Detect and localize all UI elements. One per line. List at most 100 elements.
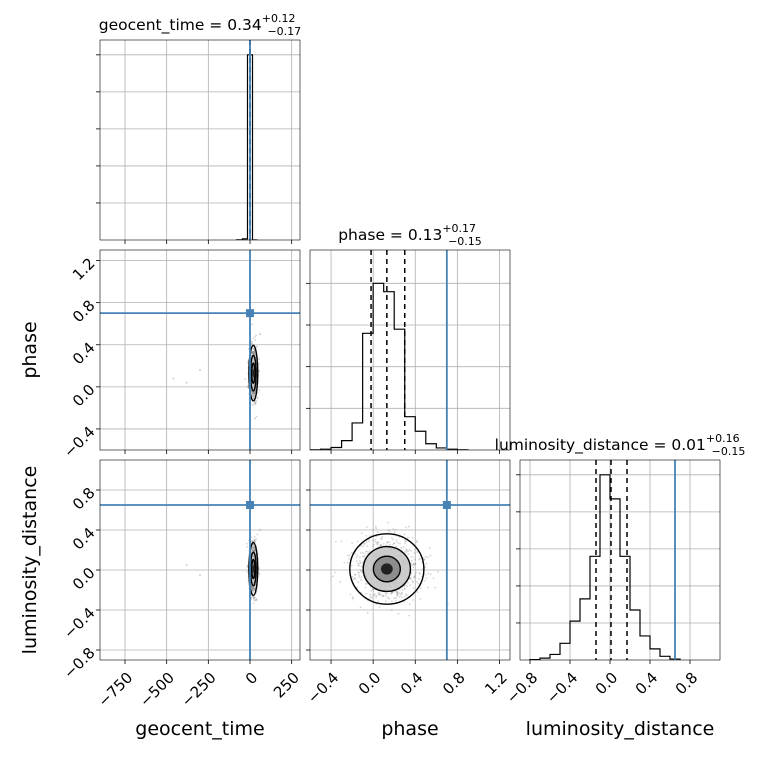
sample-point [251,351,253,354]
sample-point [414,563,417,565]
sample-point [253,348,256,351]
x-tick-label: 0.4 [632,669,662,699]
sample-point [426,586,429,589]
sample-point [252,602,255,605]
sample-point [252,337,255,340]
sample-point [385,595,388,597]
sample-point [419,573,422,575]
sample-point [381,535,384,538]
scatter-geocent_time-phase [100,250,300,450]
sample-point [393,542,395,545]
sample-point [379,545,381,547]
sample-point [407,536,409,539]
title-prefix: luminosity_distance = [495,436,672,455]
sample-point [255,334,257,337]
sample-point [250,390,253,393]
sample-point [384,600,387,603]
title-median: 0.34 [227,16,262,34]
sample-point [252,595,255,598]
sample-point [246,542,248,545]
sample-point [258,369,261,372]
sample-point [391,600,393,603]
sample-point [252,397,255,400]
y-tick-label: 0.0 [69,564,99,594]
sample-point [390,609,393,611]
sample-point [376,541,379,544]
sample-point [251,546,254,549]
sample-point [331,575,334,578]
sample-point [407,581,409,584]
panel-background [100,40,300,240]
sample-point [409,577,412,580]
sample-point [368,540,370,542]
sample-point [252,395,255,398]
sample-point [381,595,384,598]
sample-point [416,551,419,554]
x-tick-label: 0.0 [592,669,622,699]
sample-point [358,564,361,567]
sample-point [421,568,424,571]
sample-point [417,582,420,585]
sample-point [251,589,254,591]
sample-point [369,594,372,597]
sample-point [252,352,255,355]
sample-point [411,555,413,558]
sample-point [346,554,349,557]
sample-point [253,549,256,552]
sample-point [405,593,407,596]
sample-point [253,546,255,548]
sample-point [254,540,257,543]
sample-point [251,341,253,343]
sample-point [411,536,414,539]
sample-point [392,543,395,546]
sample-point [252,543,255,546]
density-level [380,563,393,575]
sample-point [396,590,398,593]
sample-point [389,543,391,546]
sample-point [343,561,346,564]
sample-point [365,550,368,553]
sample-point [357,571,360,574]
sample-point [351,596,354,599]
sample-point [252,598,255,601]
sample-point [253,596,256,599]
sample-point [359,561,362,564]
sample-point [428,546,431,549]
sample-point [379,543,382,546]
sample-point [404,584,407,587]
sample-point [408,548,411,551]
sample-point [427,572,430,575]
sample-point [250,342,253,345]
sample-point [359,606,362,609]
x-tick-label: 0.8 [672,669,702,699]
contour-line [349,533,425,605]
title-upper-error: +0.16 [706,432,740,445]
sample-point [370,596,373,599]
sample-point [365,582,368,585]
contour-line [248,541,259,597]
sample-point [412,581,414,583]
sample-point [377,592,380,595]
sample-point [253,390,256,393]
sample-point [250,596,253,599]
panel-background [100,460,300,660]
sample-point [408,614,411,617]
sample-point [253,351,255,354]
sample-point [379,593,381,596]
sample-point [252,586,255,589]
sample-point [405,551,408,553]
sample-point [372,588,375,591]
sample-point [362,542,365,545]
sample-point [253,539,256,542]
sample-point [404,539,407,542]
title-prefix: phase = [338,226,408,244]
sample-point [356,586,359,589]
sample-point [362,552,364,554]
sample-point [254,391,256,393]
sample-point [251,395,254,398]
sample-point [369,593,372,596]
sample-point [418,557,421,560]
sample-point [409,577,412,580]
sample-point [253,391,255,394]
sample-point [372,543,375,546]
